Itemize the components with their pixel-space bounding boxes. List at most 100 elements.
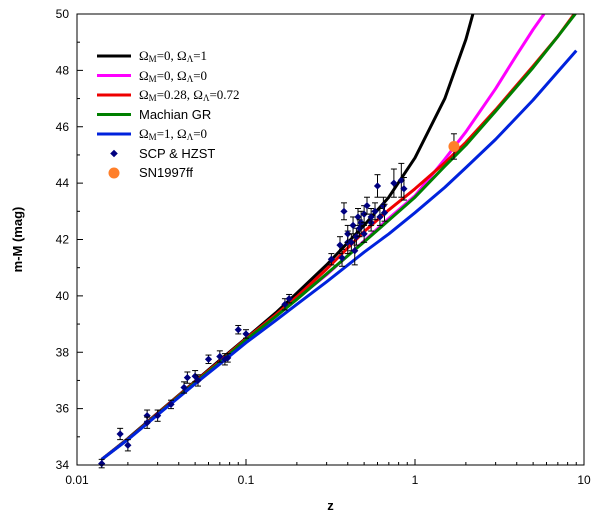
diamond-marker (204, 355, 213, 363)
curve-layer (100, 14, 578, 461)
diamond-marker (400, 185, 408, 193)
diamond-marker (338, 254, 346, 262)
diamond-marker (180, 383, 188, 392)
data-point (216, 350, 224, 363)
y-tick-label: 40 (56, 289, 70, 303)
y-tick-label: 44 (56, 176, 70, 190)
legend-entry-6: SN1997ff (108, 165, 193, 180)
diamond-marker (379, 202, 387, 210)
legend-label: Machian GR (139, 106, 212, 122)
axis-ticks: 0.01 0.1 1 10 34 36 38 40 42 44 46 48 50 (56, 7, 591, 487)
diamond-marker (154, 412, 162, 420)
diamond-marker (143, 419, 151, 427)
data-point-layer (98, 133, 460, 469)
diamond-marker (98, 459, 106, 468)
data-point (400, 176, 408, 201)
data-point (376, 207, 384, 226)
diamond-marker (397, 176, 405, 184)
sn1997ff-point (448, 133, 460, 160)
data-point (285, 293, 293, 304)
data-point (336, 236, 344, 255)
data-point (143, 416, 151, 429)
data-point (363, 196, 371, 215)
diamond-marker (336, 241, 344, 249)
y-tick-label: 48 (56, 63, 70, 77)
diamond-marker (183, 374, 191, 382)
legend-swatch (108, 167, 120, 179)
data-point (98, 458, 106, 469)
x-tick-label: 0.1 (238, 473, 255, 487)
data-point (167, 399, 175, 410)
data-point (373, 174, 382, 198)
diamond-marker (367, 213, 375, 221)
y-tick-label: 38 (56, 345, 70, 359)
data-point (234, 324, 242, 335)
diamond-marker (376, 213, 384, 221)
diamond-marker (349, 221, 357, 230)
data-point (180, 381, 188, 394)
legend-entry-2: ΩM=0.28, ΩΛ=0.72 (97, 87, 240, 103)
data-point (360, 224, 368, 243)
data-point (204, 354, 213, 365)
diamond-marker (327, 255, 335, 263)
legend-entry-1: ΩM=0, ΩΛ=0 (97, 67, 208, 84)
x-axis-title: z (327, 498, 334, 513)
series-line-4 (100, 49, 578, 461)
data-point (154, 409, 162, 422)
diamond-marker (390, 179, 398, 187)
data-point (390, 168, 398, 198)
legend-swatch (110, 149, 118, 158)
diamond-marker (191, 372, 199, 380)
x-tick-label: 10 (577, 473, 591, 487)
diamond-marker (380, 209, 389, 217)
diamond-marker (224, 354, 232, 362)
legend-entry-0: ΩM=0, ΩΛ=1 (97, 48, 208, 64)
legend-label: ΩM=0, ΩΛ=0 (139, 67, 208, 84)
y-tick-label: 46 (56, 120, 70, 134)
diamond-marker (285, 295, 293, 303)
x-tick-label: 0.01 (65, 473, 89, 487)
data-point (194, 374, 202, 387)
data-point (183, 371, 191, 384)
data-point (338, 248, 346, 267)
legend-entry-5: SCP & HZST (110, 145, 216, 161)
diamond-marker (167, 400, 175, 408)
legend-label: ΩM=0, ΩΛ=1 (139, 48, 208, 64)
legend-entry-4: ΩM=1, ΩΛ=0 (97, 126, 208, 142)
diamond-marker (242, 330, 250, 338)
legend-label: SCP & HZST (139, 145, 216, 161)
legend: ΩM=0, ΩΛ=1 ΩM=0, ΩΛ=0 ΩM=0.28, ΩΛ=0.72 Mach… (97, 48, 240, 180)
diamond-marker (360, 230, 368, 238)
y-tick-label: 36 (56, 402, 70, 416)
data-point (116, 427, 124, 441)
data-point (371, 202, 379, 221)
legend-label: SN1997ff (139, 165, 193, 180)
diamond-marker (373, 182, 382, 190)
diamond-marker (352, 233, 360, 241)
data-point (124, 439, 132, 452)
diamond-marker (216, 352, 224, 361)
legend-label: ΩM=1, ΩΛ=0 (139, 126, 208, 142)
diamond-marker (116, 430, 124, 438)
diamond-marker (344, 230, 352, 238)
diamond-marker (363, 202, 371, 210)
y-axis-title: m-M (mag) (10, 207, 25, 273)
data-point (380, 203, 389, 222)
diamond-marker (347, 238, 355, 246)
data-point (367, 207, 375, 226)
diamond-marker (351, 247, 359, 255)
diamond-marker (194, 376, 202, 385)
data-point (224, 353, 232, 363)
y-tick-label: 50 (56, 7, 70, 21)
diamond-marker (124, 441, 132, 449)
legend-label: ΩM=0.28, ΩΛ=0.72 (139, 87, 240, 103)
circle-marker (448, 140, 460, 152)
diamond-marker (371, 207, 379, 215)
data-point (340, 202, 348, 221)
x-tick-label: 1 (412, 473, 419, 487)
data-point (327, 253, 335, 266)
diamond-marker (234, 326, 242, 334)
data-point (397, 162, 405, 198)
y-tick-label: 42 (56, 233, 70, 247)
